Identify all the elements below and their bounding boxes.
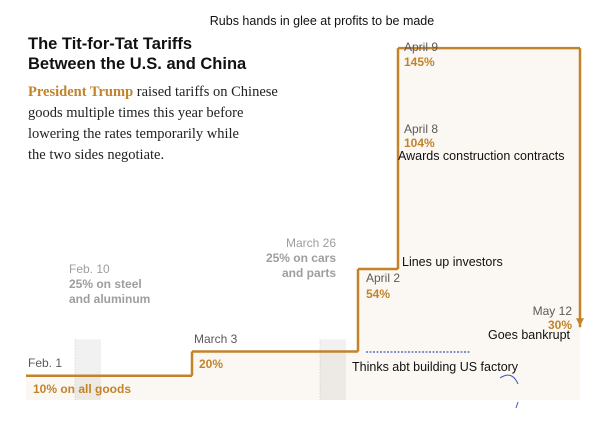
step-date-label: May 12 <box>533 304 573 318</box>
subtitle-line-1: President Trump raised tariffs on Chines… <box>28 84 278 100</box>
other-tariff-value-label: 25% on cars <box>266 251 336 265</box>
step-value-label: 20% <box>199 357 223 371</box>
scribble-tick <box>515 401 519 409</box>
other-tariff-value-label: and aluminum <box>69 292 150 306</box>
top-note: Rubs hands in glee at profits to be made <box>210 14 434 28</box>
other-tariff-date-label: March 26 <box>286 236 336 250</box>
step-arrowhead <box>576 318 584 327</box>
annotation-investors: Lines up investors <box>402 255 503 269</box>
step-series-group <box>26 46 584 401</box>
step-date-label: April 2 <box>366 271 400 285</box>
other-tariff-value-label: and parts <box>282 266 336 280</box>
other-tariff-bars <box>74 339 346 400</box>
chart-title-line-1: The Tit-for-Tat Tariffs <box>28 35 192 53</box>
annotation-bankrupt: Goes bankrupt <box>488 328 571 342</box>
subtitle-line-4: the two sides negotiate. <box>28 147 164 163</box>
step-value-label: 10% on all goods <box>33 382 131 396</box>
step-value-label: 30% <box>548 318 572 332</box>
chart-title-line-2: Between the U.S. and China <box>28 55 247 73</box>
step-date-label: April 8 <box>404 122 438 136</box>
step-value-label: 145% <box>404 55 435 69</box>
other-tariff-bar <box>75 339 101 400</box>
step-value-label: 104% <box>404 136 435 150</box>
subtitle-highlight: President Trump <box>28 84 133 100</box>
step-area-fill <box>26 48 580 401</box>
step-date-label: April 9 <box>404 40 438 54</box>
annotation-factory: Thinks abt building US factory <box>352 360 519 374</box>
step-date-label: Feb. 1 <box>28 356 62 370</box>
annotation-awards: Awards construction contracts <box>398 149 565 163</box>
scribble-curve <box>499 374 519 385</box>
subtitle-line-2: goods multiple times this year before <box>28 105 243 121</box>
other-tariff-value-label: 25% on steel <box>69 277 142 291</box>
other-tariff-date-label: Feb. 10 <box>69 262 110 276</box>
step-date-label: March 3 <box>194 332 238 346</box>
step-value-label: 54% <box>366 287 390 301</box>
subtitle-line-3: lowering the rates temporarily while <box>28 126 239 142</box>
subtitle-line-1-rest: raised tariffs on Chinese <box>133 84 278 100</box>
other-tariff-bar <box>320 339 346 400</box>
data-labels-group: Feb. 1 10% on all goods March 3 20% April 2 5… <box>28 40 572 396</box>
